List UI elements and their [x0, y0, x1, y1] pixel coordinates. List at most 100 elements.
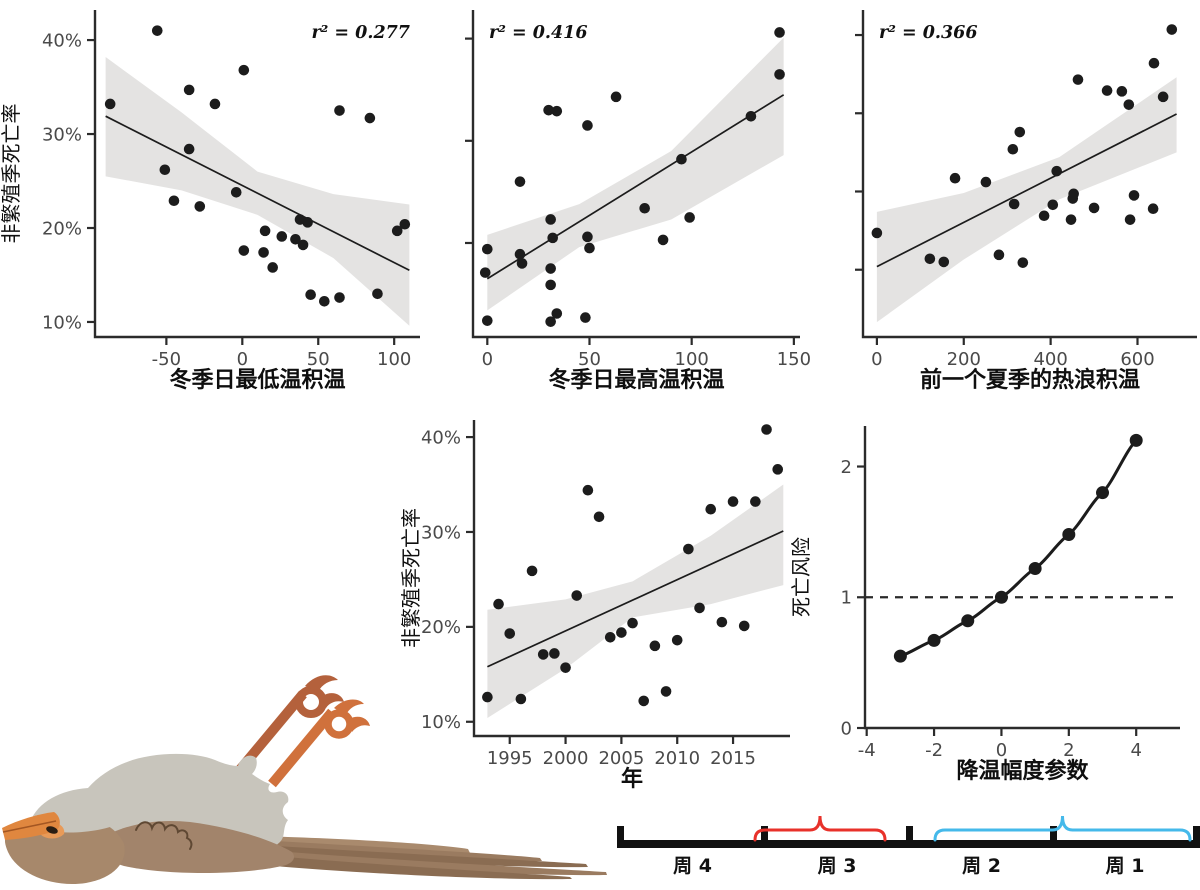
x-tick-label: 4 — [1130, 740, 1141, 761]
data-point — [545, 279, 556, 291]
y-axis-label: 死亡风险 — [790, 537, 813, 617]
data-points — [482, 424, 784, 707]
data-point — [290, 233, 301, 245]
data-points — [871, 24, 1178, 268]
y-tick-label: 2 — [841, 457, 852, 478]
data-point — [638, 695, 650, 707]
week-timeline-svg: 周 4 周 3 周 2 周 1 — [617, 815, 1200, 877]
data-point — [545, 263, 556, 274]
y-axis-label: 非繁殖季死亡率 — [0, 104, 23, 244]
data-point — [482, 243, 493, 255]
data-point — [364, 112, 376, 124]
x-tick-label: 2000 — [543, 748, 589, 769]
data-point — [391, 225, 403, 237]
data-point — [551, 105, 563, 117]
data-point — [1065, 214, 1077, 225]
data-point — [297, 239, 309, 251]
data-point — [276, 231, 288, 242]
x-tick-label: 0 — [871, 349, 882, 370]
data-point — [604, 632, 616, 643]
x-tick-label: -2 — [925, 740, 943, 761]
data-point — [745, 110, 757, 122]
data-point — [871, 227, 883, 239]
data-point — [194, 201, 206, 212]
x-tick-label: 400 — [1033, 349, 1067, 370]
data-point — [893, 649, 907, 663]
data-point — [267, 262, 278, 273]
x-tick-label: 200 — [947, 349, 981, 370]
data-point — [334, 105, 345, 116]
data-point — [774, 69, 785, 80]
data-point — [493, 598, 504, 610]
data-point — [772, 464, 784, 475]
r-squared-annotation: r² = 0.416 — [489, 23, 588, 43]
data-point — [980, 176, 992, 188]
data-point — [258, 247, 269, 258]
data-point — [994, 590, 1008, 604]
x-tick-label: -4 — [858, 740, 876, 761]
bird-wing-feather-lines — [135, 821, 193, 850]
axis-spines — [93, 10, 420, 339]
bird-wing — [95, 820, 294, 874]
axis-spines — [472, 420, 790, 738]
data-point — [949, 172, 961, 184]
data-point — [543, 104, 554, 116]
data-point — [104, 98, 116, 110]
data-point — [482, 691, 493, 703]
x-tick-label: 50 — [578, 349, 601, 370]
x-tick-label: 50 — [307, 349, 330, 370]
data-point — [716, 616, 728, 628]
y-tick-label: 10% — [42, 312, 82, 333]
data-point — [1038, 210, 1050, 222]
data-point — [1014, 126, 1026, 138]
bird-eye — [46, 826, 58, 834]
data-point — [183, 143, 195, 155]
data-point — [571, 590, 583, 601]
data-point — [676, 153, 687, 165]
timeline-tick — [906, 826, 913, 848]
x-tick-label: 150 — [777, 349, 810, 370]
y-tick-label: 40% — [42, 30, 82, 51]
data-point — [168, 195, 180, 207]
y-tick-label: 20% — [42, 218, 82, 239]
data-point — [238, 64, 250, 76]
data-point — [1128, 190, 1140, 201]
y-tick-label: 20% — [421, 617, 461, 638]
regression-line — [876, 113, 1177, 268]
data-point — [1062, 528, 1076, 542]
data-point — [334, 292, 345, 303]
data-point — [1096, 486, 1110, 500]
data-point — [580, 312, 591, 323]
week-label: 周 1 — [1106, 855, 1145, 877]
data-points — [104, 25, 411, 307]
plot-mortality-by-year: 1995 2000 2005 2010 2015 10% 20% 30% 40% 年 非繁殖季死亡率 — [400, 420, 790, 792]
data-point — [649, 640, 661, 652]
data-point — [183, 84, 195, 96]
data-point — [1147, 203, 1159, 215]
x-axis-label: 降温幅度参数 — [956, 758, 1089, 784]
risk-curve — [899, 439, 1138, 658]
data-point — [230, 186, 242, 198]
y-tick-label: 30% — [42, 124, 82, 145]
week-label: 周 2 — [962, 855, 1001, 877]
x-tick-label: 1995 — [487, 748, 533, 769]
confidence-band — [487, 37, 784, 311]
data-point — [1116, 86, 1128, 97]
data-point — [551, 308, 563, 319]
data-point — [372, 288, 383, 300]
data-point — [1129, 433, 1143, 447]
data-point — [1072, 74, 1084, 85]
data-point — [1028, 562, 1042, 576]
data-point — [526, 565, 538, 577]
red-brace-week3 — [753, 815, 887, 842]
data-point — [560, 662, 571, 673]
data-point — [238, 245, 250, 256]
x-tick-label: 2 — [1063, 740, 1074, 761]
blue-brace-weeks1-2 — [933, 815, 1192, 842]
data-point — [1124, 214, 1136, 225]
bird-legs — [234, 675, 370, 788]
data-point — [1017, 257, 1029, 268]
x-axis-label: 年 — [621, 766, 643, 792]
data-point — [582, 120, 593, 131]
